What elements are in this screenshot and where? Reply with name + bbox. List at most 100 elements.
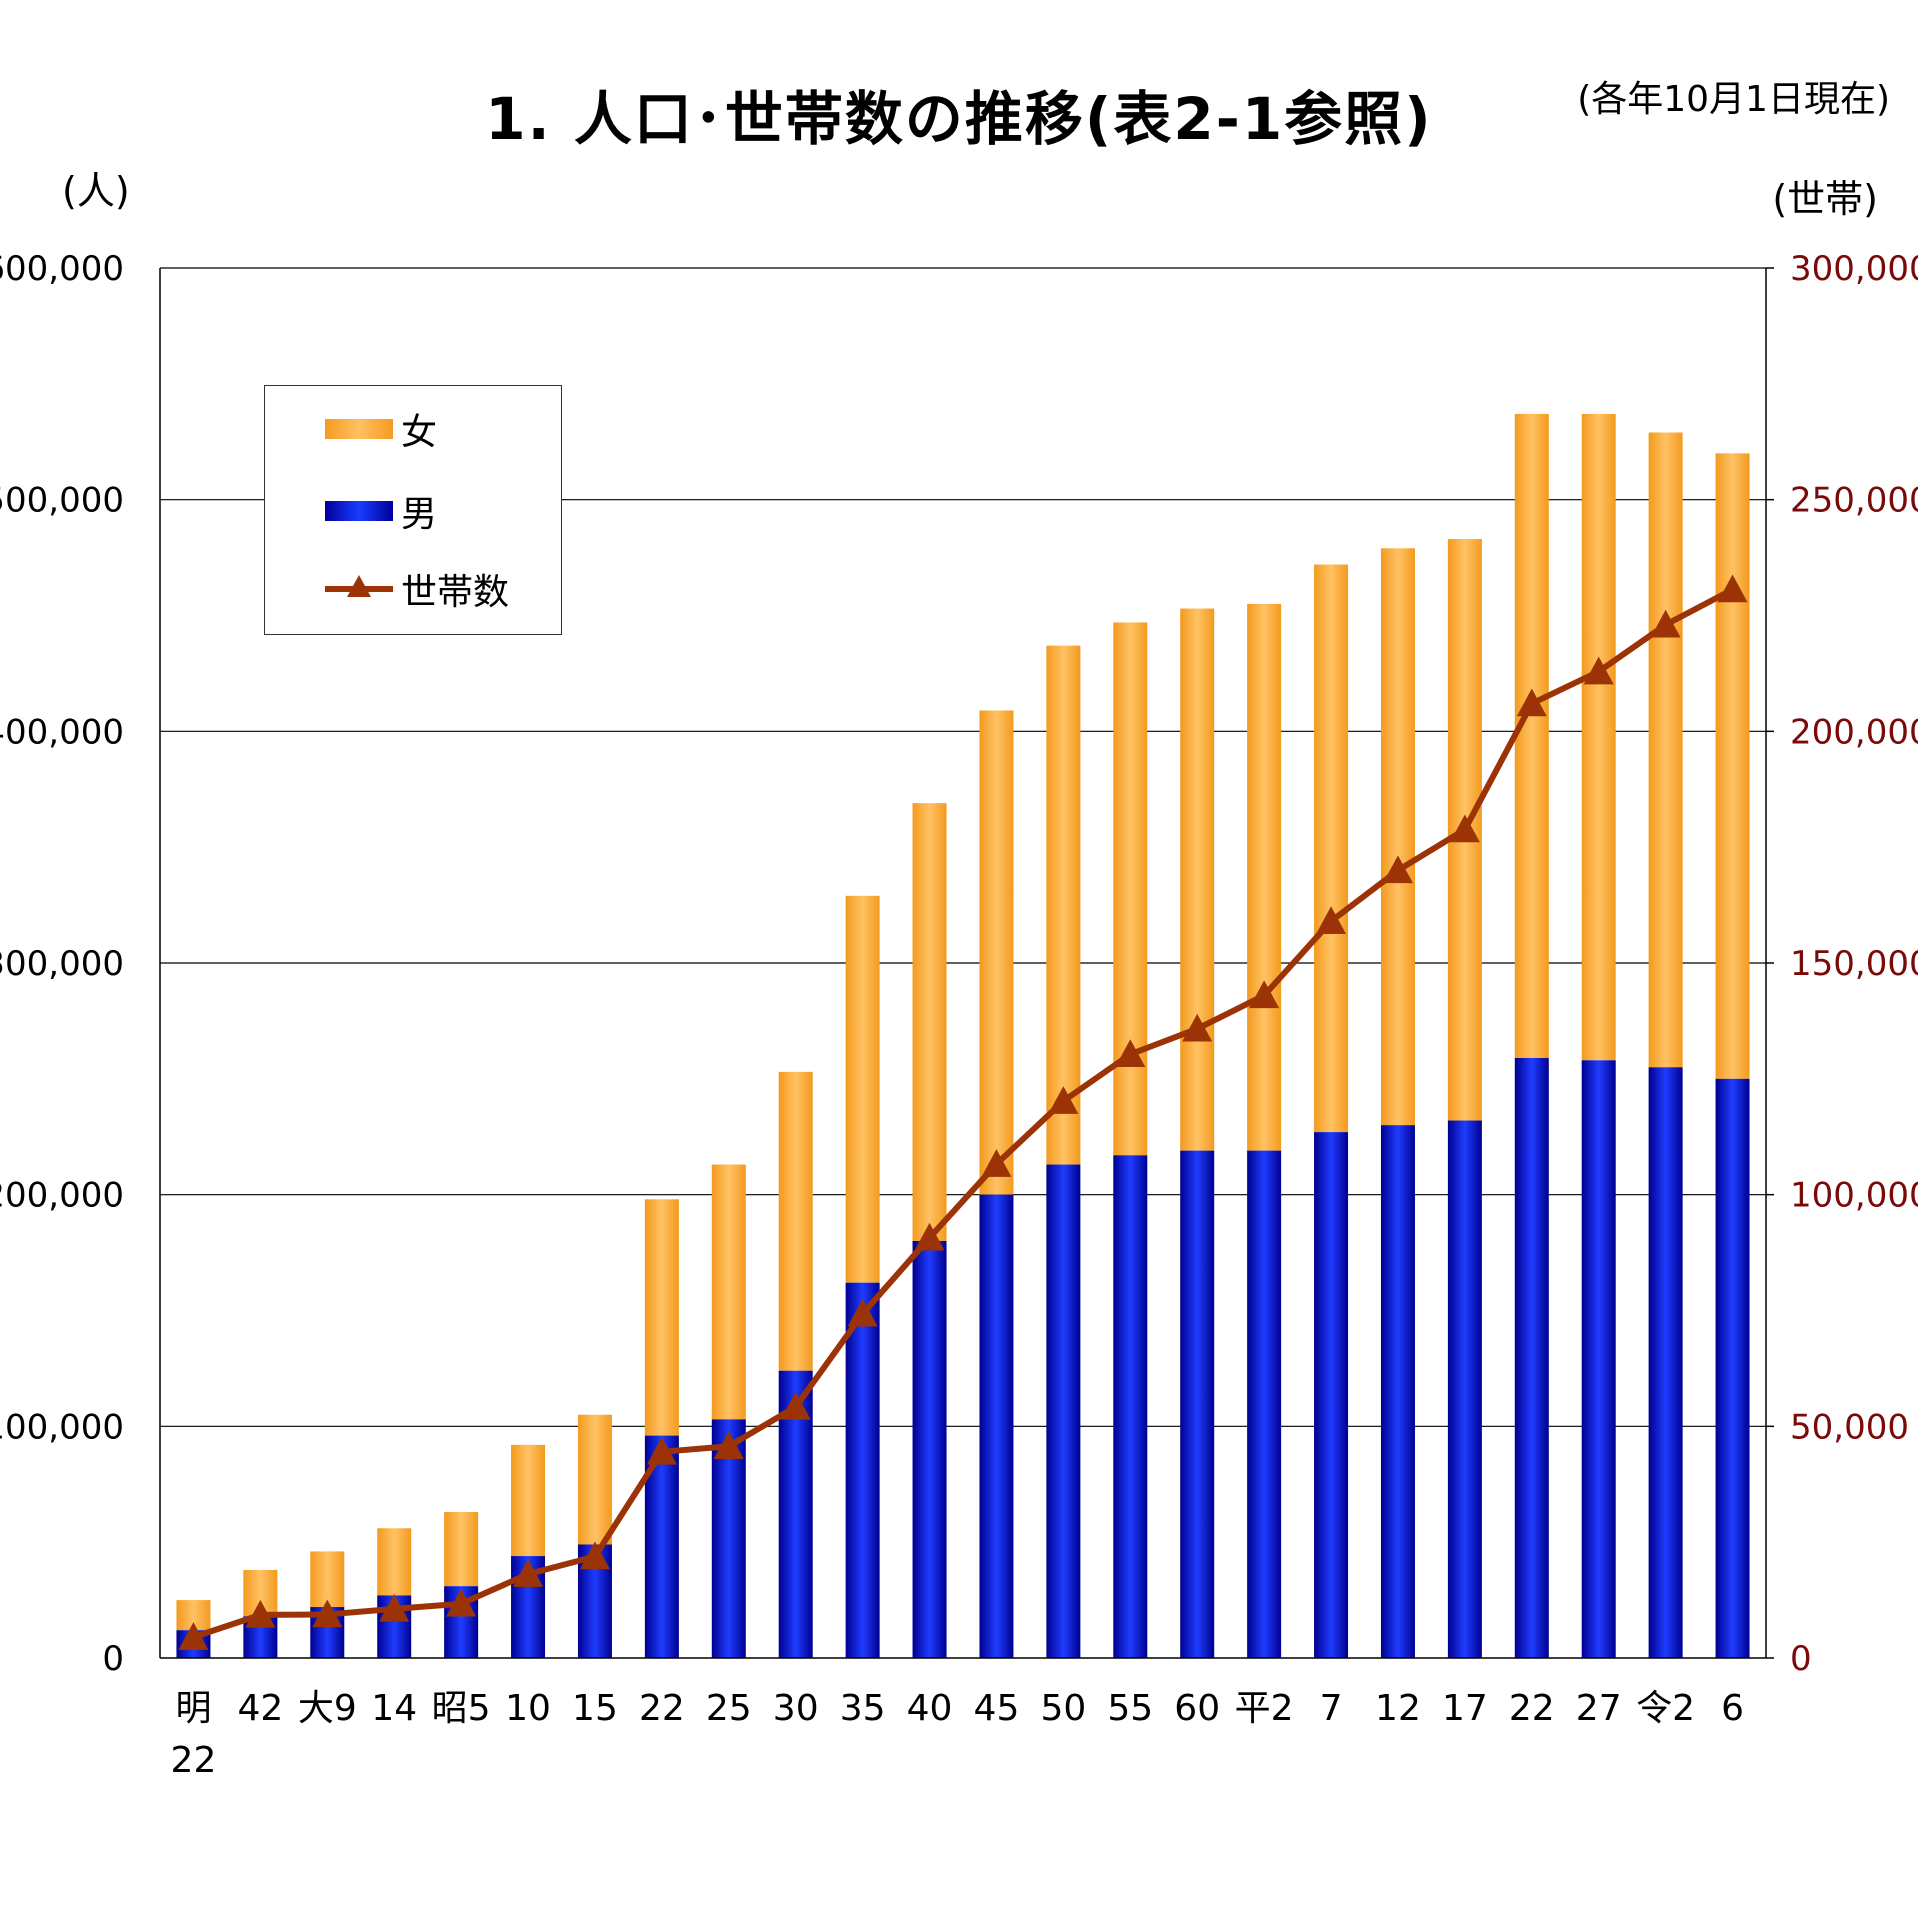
female-bar	[577, 1414, 612, 1545]
male-bar	[1180, 1150, 1215, 1658]
household-marker	[981, 1149, 1012, 1177]
x-tick-label: 令2	[1636, 1688, 1695, 1729]
household-marker	[780, 1391, 811, 1420]
household-marker	[1449, 814, 1480, 843]
female-bar	[711, 1164, 746, 1420]
x-tick-label: 10	[505, 1688, 551, 1729]
male-bar	[1380, 1125, 1415, 1658]
chart-title: 1. 人口･世帯数の推移(表2-1参照)	[485, 85, 1433, 153]
household-marker	[1316, 906, 1347, 935]
male-bar	[1648, 1067, 1683, 1658]
household-marker	[1650, 609, 1681, 638]
x-tick-label: 明	[175, 1688, 211, 1729]
date-note: (各年10月1日現在)	[1577, 79, 1890, 120]
female-bar	[310, 1551, 345, 1608]
legend-label-households: 世帯数	[401, 572, 510, 613]
x-tick-label: 12	[1375, 1688, 1421, 1729]
female-bar	[778, 1071, 813, 1371]
male-bar	[1447, 1120, 1482, 1658]
female-bar	[845, 895, 880, 1283]
male-bar	[1715, 1078, 1750, 1658]
male-swatch-icon	[325, 501, 393, 521]
household-marker	[579, 1541, 610, 1570]
household-marker	[646, 1436, 677, 1465]
y-right-tick-label: 250,000	[1790, 481, 1918, 521]
triangle-line-icon	[325, 575, 393, 599]
x-tick-label: 大9	[298, 1688, 357, 1729]
female-bar	[1514, 413, 1549, 1058]
household-marker	[312, 1599, 343, 1628]
x-tick-label: 6	[1721, 1688, 1744, 1729]
male-bar	[979, 1194, 1014, 1658]
y-right-tick-label: 150,000	[1790, 944, 1918, 984]
household-line	[178, 574, 1748, 1650]
x-tick-label: 45	[974, 1688, 1020, 1729]
male-bar	[711, 1419, 746, 1658]
female-bar	[644, 1199, 679, 1436]
household-marker	[1516, 688, 1547, 717]
x-tick-label: 55	[1107, 1688, 1153, 1729]
female-bar	[912, 803, 947, 1241]
bars	[176, 413, 1750, 1658]
x-tick-label: 7	[1320, 1688, 1343, 1729]
y-right-tick-label: 100,000	[1790, 1176, 1918, 1216]
y-left-tick-label: 100,000	[0, 1407, 124, 1447]
y-left-tick-label: 600,000	[0, 249, 124, 289]
female-bar	[377, 1528, 412, 1596]
female-bar	[1314, 564, 1349, 1133]
y-left-tick-label: 400,000	[0, 712, 124, 752]
household-marker	[379, 1593, 410, 1622]
female-bar	[1247, 603, 1282, 1151]
female-bar	[511, 1444, 546, 1557]
x-tick-label: 30	[773, 1688, 819, 1729]
x-tick-label: 40	[907, 1688, 953, 1729]
axes: 0 100,000 200,000 300,000 400,000 500,000 600,…	[0, 249, 1918, 1781]
legend-item-households: 世帯数	[325, 564, 509, 614]
female-bar	[1113, 622, 1148, 1156]
female-bar	[1180, 608, 1215, 1151]
female-bar	[1648, 432, 1683, 1068]
x-tick-label: 平2	[1235, 1688, 1294, 1729]
y-right-tick-label: 200,000	[1790, 712, 1918, 752]
y-left-tick-label: 300,000	[0, 944, 124, 984]
household-marker	[1048, 1086, 1079, 1114]
legend: 女 男 世帯数	[264, 385, 562, 635]
household-marker	[1382, 855, 1413, 884]
female-bar	[1715, 453, 1750, 1079]
female-bar	[444, 1512, 479, 1587]
household-marker	[847, 1298, 878, 1327]
male-bar	[1581, 1060, 1616, 1658]
household-marker	[1583, 656, 1614, 685]
male-bar	[1046, 1164, 1081, 1658]
male-bar	[1113, 1155, 1148, 1658]
y-left-tick-label: 0	[102, 1639, 124, 1679]
household-marker	[1182, 1013, 1213, 1042]
y-right-tick-label: 0	[1790, 1639, 1812, 1679]
x-tick-label: 35	[840, 1688, 886, 1729]
x-tick-label: 14	[371, 1688, 417, 1729]
male-bar	[1514, 1057, 1549, 1658]
household-marker	[1115, 1039, 1146, 1068]
legend-item-female: 女	[325, 404, 437, 454]
right-axis-unit: (世帯)	[1772, 177, 1878, 221]
x-tick-label: 50	[1040, 1688, 1086, 1729]
household-marker	[513, 1559, 544, 1587]
female-bar	[1046, 645, 1081, 1165]
y-left-tick-label: 200,000	[0, 1176, 124, 1216]
household-marker	[713, 1431, 744, 1460]
household-marker	[1717, 574, 1748, 603]
household-series-line	[192, 586, 1734, 1640]
female-bar	[979, 710, 1014, 1195]
x-tick-label: 22	[1509, 1688, 1555, 1729]
y-left-tick-label: 500,000	[0, 481, 124, 521]
household-marker	[245, 1599, 276, 1628]
x-tick-label: 22	[171, 1740, 217, 1781]
household-marker	[446, 1588, 477, 1617]
y-right-tick-label: 50,000	[1790, 1407, 1909, 1447]
female-bar	[1581, 413, 1616, 1061]
x-tick-label: 42	[237, 1688, 283, 1729]
legend-label-male: 男	[401, 494, 438, 535]
household-marker	[1249, 980, 1280, 1009]
x-tick-label: 60	[1174, 1688, 1220, 1729]
